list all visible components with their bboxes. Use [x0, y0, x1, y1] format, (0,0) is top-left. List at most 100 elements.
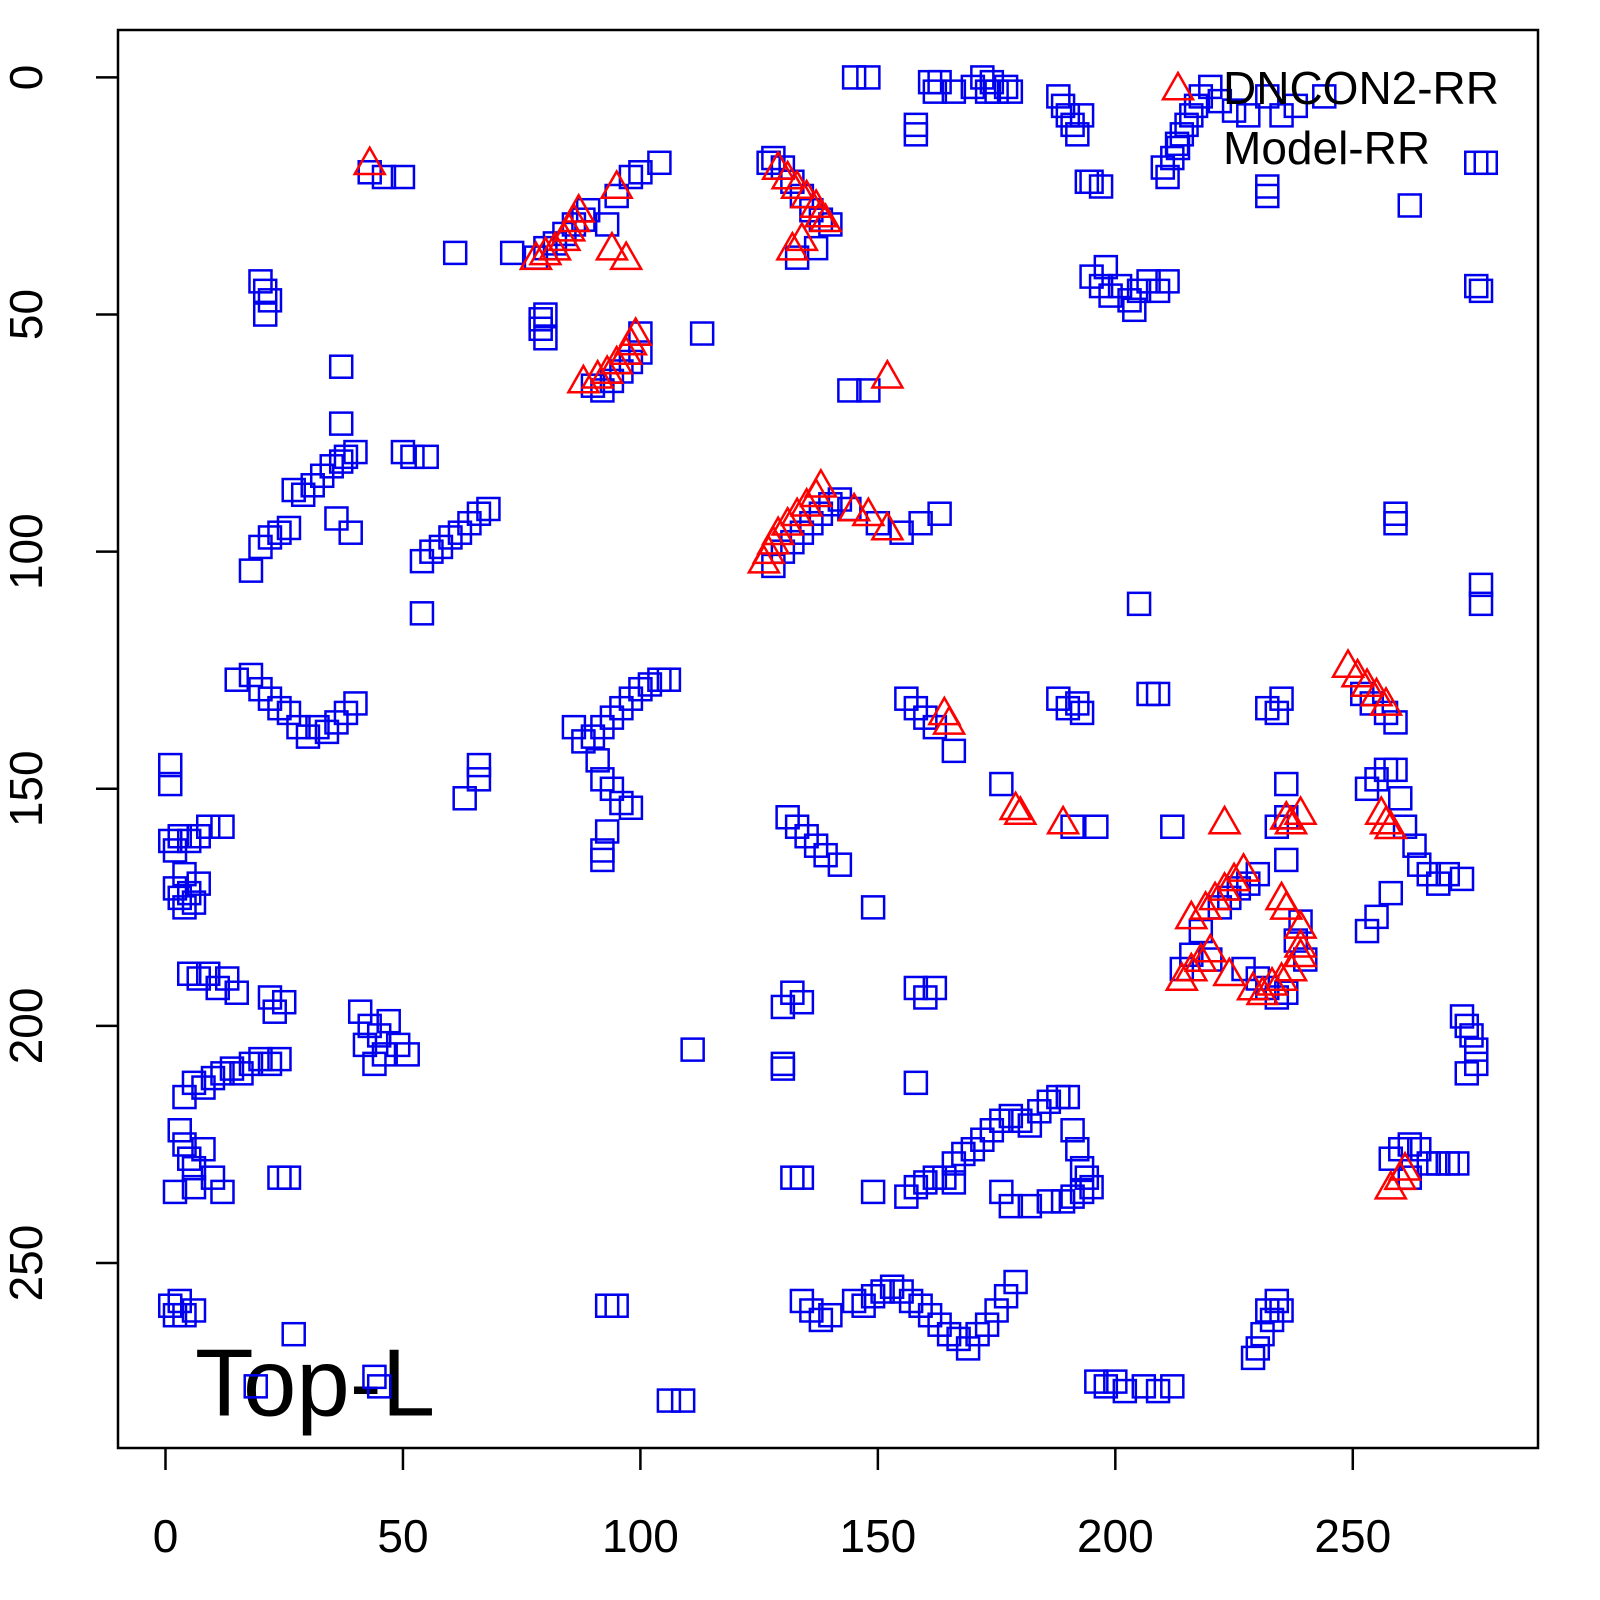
point — [476, 496, 501, 522]
point — [931, 704, 967, 735]
point — [191, 1136, 216, 1162]
point — [803, 235, 829, 261]
point — [865, 510, 891, 536]
point — [390, 164, 416, 190]
point — [1468, 591, 1494, 617]
point — [1145, 1378, 1171, 1404]
point — [533, 302, 558, 327]
point — [1207, 804, 1242, 835]
point — [761, 553, 786, 579]
point — [167, 885, 192, 911]
point — [870, 358, 905, 389]
point — [162, 1179, 188, 1205]
point — [594, 819, 620, 844]
point — [172, 895, 197, 920]
point — [1373, 809, 1408, 840]
point — [210, 814, 235, 839]
point — [195, 961, 221, 987]
point — [362, 1051, 387, 1077]
point — [167, 1288, 192, 1314]
point — [1098, 283, 1123, 308]
point — [808, 1307, 834, 1333]
point — [827, 852, 853, 877]
point — [1136, 269, 1161, 294]
point — [1378, 880, 1404, 906]
point — [1255, 695, 1280, 721]
point — [856, 378, 881, 403]
point — [172, 861, 197, 887]
point — [599, 705, 625, 730]
point — [1074, 1165, 1100, 1190]
point — [419, 539, 444, 564]
point — [965, 1321, 990, 1347]
point — [466, 767, 492, 792]
point — [1264, 700, 1290, 726]
y-tick-label: 250 — [0, 1225, 52, 1302]
point — [1364, 767, 1389, 792]
point — [181, 1174, 207, 1200]
point — [984, 1298, 1009, 1323]
point — [870, 1279, 895, 1304]
point — [1017, 1113, 1043, 1138]
point — [780, 1165, 805, 1190]
point — [818, 1302, 843, 1328]
point — [1155, 164, 1180, 190]
point — [1160, 1374, 1185, 1399]
point — [1368, 804, 1404, 835]
point — [927, 1312, 952, 1337]
point — [252, 278, 278, 304]
point — [1264, 880, 1299, 911]
point — [1117, 288, 1142, 313]
point — [1231, 956, 1256, 982]
legend-marker — [1165, 135, 1191, 161]
point — [1468, 572, 1494, 598]
y-tick-label: 50 — [0, 289, 52, 340]
point — [818, 491, 843, 517]
point — [993, 1283, 1019, 1309]
point — [343, 439, 368, 465]
point — [290, 482, 316, 508]
point — [913, 985, 938, 1010]
point — [181, 1155, 207, 1181]
point — [1150, 155, 1176, 180]
point — [922, 1165, 948, 1190]
point — [371, 1042, 397, 1067]
point — [960, 74, 986, 100]
point — [594, 230, 630, 261]
point — [784, 245, 810, 270]
point — [1274, 980, 1299, 1005]
point — [438, 525, 463, 550]
point — [913, 1170, 938, 1195]
point — [1445, 1151, 1470, 1176]
point — [1274, 847, 1299, 873]
point — [176, 961, 202, 987]
point — [281, 477, 306, 503]
point — [295, 724, 321, 749]
point — [181, 1070, 207, 1096]
point — [186, 966, 211, 991]
point — [1155, 269, 1180, 294]
point — [1183, 93, 1209, 119]
point — [860, 895, 886, 920]
point — [357, 1013, 382, 1039]
point — [1473, 150, 1499, 176]
point — [841, 65, 867, 90]
point — [998, 1193, 1024, 1219]
point — [248, 269, 273, 294]
point — [1402, 833, 1427, 858]
point — [1464, 1037, 1489, 1062]
point — [162, 838, 188, 863]
point — [276, 515, 302, 541]
point — [409, 548, 435, 574]
point — [1088, 174, 1114, 199]
point — [1045, 804, 1081, 835]
point — [813, 842, 838, 868]
point — [1273, 804, 1309, 835]
point — [1065, 1136, 1090, 1162]
point — [1145, 681, 1171, 707]
point — [186, 823, 211, 849]
point — [1055, 1084, 1081, 1110]
point — [1373, 1169, 1408, 1200]
point — [1312, 84, 1337, 109]
point — [428, 534, 454, 560]
